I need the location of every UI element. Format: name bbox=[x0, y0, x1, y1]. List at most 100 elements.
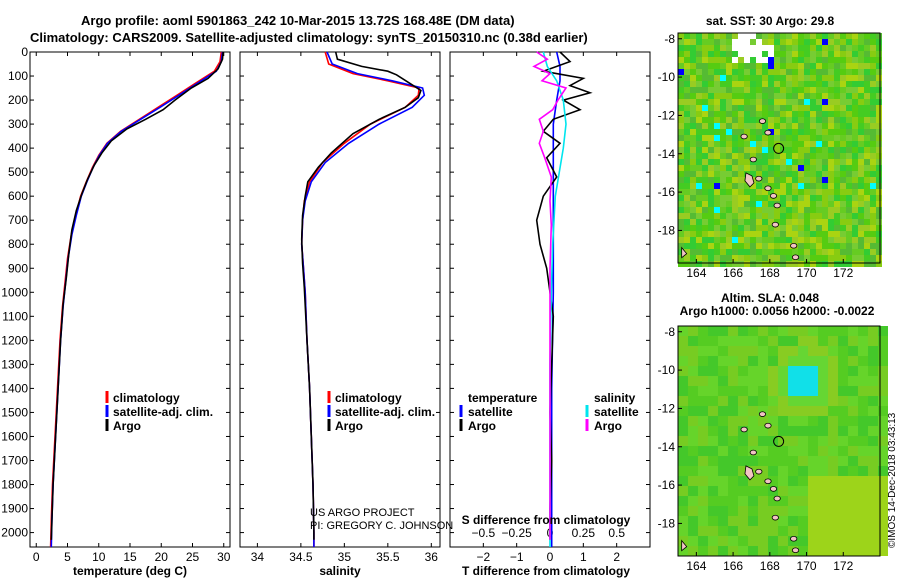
sst-cell bbox=[726, 153, 732, 159]
sst-cell bbox=[744, 225, 750, 231]
island bbox=[755, 175, 763, 182]
sst-cell bbox=[684, 201, 690, 207]
credit-line-1: US ARGO PROJECT bbox=[310, 507, 415, 519]
sst-cell bbox=[780, 261, 786, 267]
sst-cell bbox=[684, 165, 690, 171]
sst-cell bbox=[744, 111, 750, 117]
sst-cell bbox=[846, 135, 852, 141]
sst-cell bbox=[810, 255, 816, 261]
sst-cell bbox=[828, 39, 834, 45]
sla-cell bbox=[728, 396, 738, 406]
sst-cell bbox=[726, 141, 732, 147]
sst-cell bbox=[822, 231, 828, 237]
y-tick-label: 900 bbox=[8, 261, 28, 275]
sst-cell bbox=[792, 207, 798, 213]
sst-cell bbox=[690, 45, 696, 51]
sst-cell bbox=[738, 213, 744, 219]
sst-cell bbox=[810, 153, 816, 159]
sla-cell bbox=[848, 546, 858, 556]
sst-cell bbox=[684, 57, 690, 63]
sla-cell bbox=[818, 336, 828, 346]
sst-cell bbox=[744, 219, 750, 225]
sla-cell bbox=[878, 366, 888, 376]
sst-cell bbox=[828, 117, 834, 123]
sst-cell bbox=[762, 189, 768, 195]
sst-cell bbox=[834, 57, 840, 63]
sst-cell bbox=[684, 39, 690, 45]
sst-cell bbox=[798, 33, 804, 39]
sst-cell bbox=[714, 135, 720, 141]
sst-cell bbox=[702, 45, 708, 51]
sla-cell bbox=[878, 386, 888, 396]
sst-cell bbox=[696, 231, 702, 237]
sst-cell bbox=[696, 213, 702, 219]
sst-cell bbox=[798, 231, 804, 237]
sst-cell bbox=[678, 129, 684, 135]
sst-cell bbox=[774, 99, 780, 105]
sst-cell bbox=[684, 177, 690, 183]
sst-cell bbox=[810, 225, 816, 231]
y-tick-label: 500 bbox=[8, 165, 28, 179]
sst-cell bbox=[804, 147, 810, 153]
sla-cell bbox=[808, 366, 818, 376]
sst-cell bbox=[864, 33, 870, 39]
sst-cell bbox=[768, 213, 774, 219]
sla-cell bbox=[808, 506, 818, 516]
sst-cell bbox=[762, 183, 768, 189]
y-tick-label: 1100 bbox=[2, 309, 28, 323]
sla-cell bbox=[748, 486, 758, 496]
sla-cell bbox=[848, 466, 858, 476]
sla-cell bbox=[758, 426, 768, 436]
sst-cell bbox=[750, 93, 756, 99]
sla-cell bbox=[738, 436, 748, 446]
sst-cell bbox=[750, 183, 756, 189]
sst-cell bbox=[834, 207, 840, 213]
sla-cell bbox=[878, 376, 888, 386]
sst-cell bbox=[684, 45, 690, 51]
sst-cell bbox=[726, 123, 732, 129]
sla-cell bbox=[828, 516, 838, 526]
y-tick-label: 1400 bbox=[1, 381, 28, 395]
sst-cell bbox=[696, 81, 702, 87]
sst-cell bbox=[732, 123, 738, 129]
sst-cell bbox=[846, 237, 852, 243]
y-tick-label: 1900 bbox=[1, 502, 28, 516]
sla-cell bbox=[678, 536, 688, 546]
sst-cell bbox=[798, 237, 804, 243]
sst-cell bbox=[774, 177, 780, 183]
sst-cell bbox=[768, 147, 774, 153]
sst-cell bbox=[822, 45, 828, 51]
sst-cell bbox=[726, 207, 732, 213]
sla-cell bbox=[698, 346, 708, 356]
sst-cell bbox=[822, 57, 828, 63]
sst-cell bbox=[804, 63, 810, 69]
sst-cell bbox=[720, 243, 726, 249]
sla-cell bbox=[798, 406, 808, 416]
sst-cell bbox=[810, 33, 816, 39]
espiritu-santo-island bbox=[744, 465, 755, 481]
sla-cell bbox=[708, 356, 718, 366]
sst-cell bbox=[690, 117, 696, 123]
sst-cell bbox=[720, 171, 726, 177]
sla-cell bbox=[748, 376, 758, 386]
sst-cell bbox=[720, 81, 726, 87]
sla-cell bbox=[758, 336, 768, 346]
sla-cell bbox=[878, 506, 888, 516]
sla-cell bbox=[808, 476, 818, 486]
sla-cell bbox=[828, 356, 838, 366]
sst-cell bbox=[870, 153, 876, 159]
sst-cell bbox=[714, 177, 720, 183]
sla-cell bbox=[678, 456, 688, 466]
sla-cell bbox=[838, 516, 848, 526]
map-y-tick-label: -18 bbox=[658, 223, 676, 237]
sla-cell bbox=[838, 406, 848, 416]
sst-cell bbox=[762, 87, 768, 93]
sst-cell bbox=[810, 63, 816, 69]
sst-cell bbox=[864, 81, 870, 87]
sst-cell bbox=[696, 177, 702, 183]
sst-cell bbox=[780, 129, 786, 135]
sst-cell bbox=[774, 33, 780, 39]
sst-cell bbox=[852, 111, 858, 117]
sla-cell bbox=[698, 506, 708, 516]
sst-cell bbox=[738, 57, 744, 63]
